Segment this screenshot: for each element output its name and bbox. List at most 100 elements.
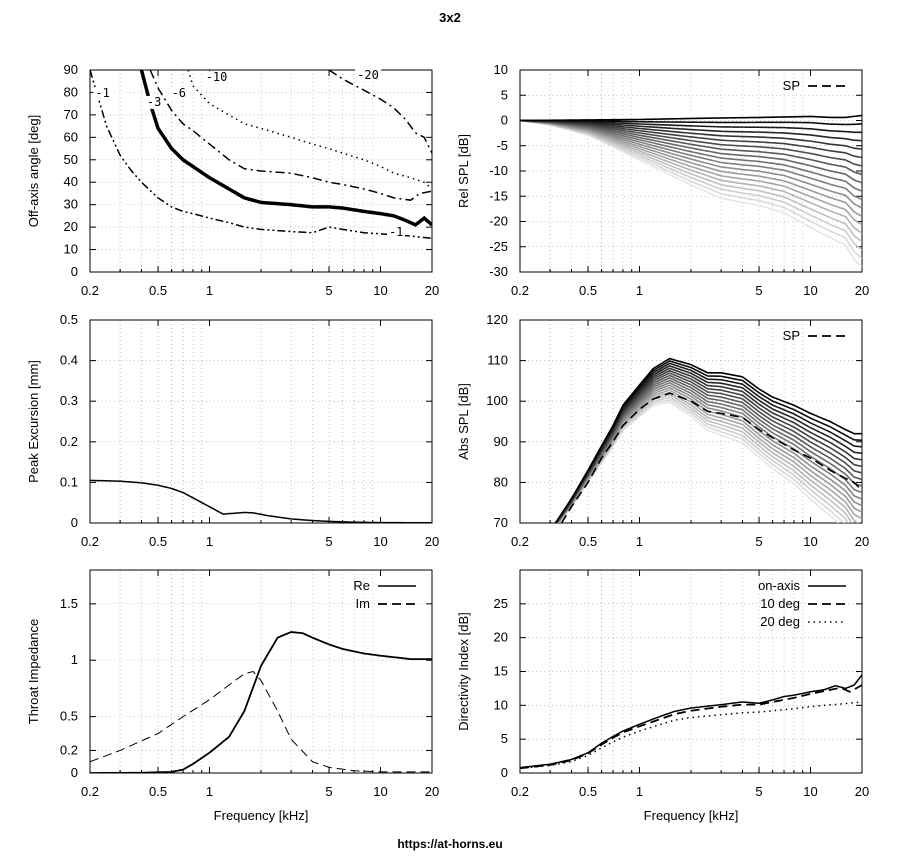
x-axis: 0.2 0.5 1 5 10 20 bbox=[81, 70, 439, 298]
legend-label: Re bbox=[353, 578, 370, 593]
off-axis-curve bbox=[520, 119, 862, 201]
legend: on-axis 10 deg 20 deg bbox=[758, 578, 846, 629]
y-tick-label: 20 bbox=[494, 630, 508, 645]
y-axis: -30 -25 -20 -15 -10 -5 0 5 10 bbox=[489, 62, 862, 279]
y-tick-label: 30 bbox=[64, 197, 78, 212]
x-tick-label: 0.5 bbox=[149, 283, 167, 298]
series-line--20 bbox=[328, 70, 432, 154]
x-tick-label: 0.5 bbox=[579, 784, 597, 799]
contour-label: -20 bbox=[357, 68, 379, 82]
y-tick-label: 0.5 bbox=[60, 312, 78, 327]
x-tick-label: 0.5 bbox=[149, 784, 167, 799]
y-axis-label: Throat Impedance bbox=[26, 619, 41, 725]
y-tick-label: 0.5 bbox=[60, 709, 78, 724]
series-line--6 bbox=[149, 70, 432, 201]
plot-area bbox=[520, 674, 862, 770]
y-tick-label: 10 bbox=[64, 242, 78, 257]
x-tick-label: 0.2 bbox=[511, 283, 529, 298]
x-tick-label: 10 bbox=[803, 283, 817, 298]
contour-label-bg bbox=[169, 86, 188, 100]
off-axis-curve bbox=[520, 119, 862, 209]
series-line--10 bbox=[187, 70, 432, 190]
grid-lines bbox=[90, 320, 432, 523]
contour-label-bg bbox=[93, 86, 112, 100]
contour-label: -6 bbox=[172, 86, 186, 100]
x-tick-label: 0.2 bbox=[81, 784, 99, 799]
y-tick-label: 120 bbox=[486, 312, 508, 327]
y-tick-label: -30 bbox=[489, 264, 508, 279]
off-axis-spl-curve bbox=[554, 360, 862, 523]
y-tick-label: 10 bbox=[494, 62, 508, 77]
x-tick-label: 20 bbox=[855, 784, 869, 799]
y-tick-label: 100 bbox=[486, 393, 508, 408]
grid-lines bbox=[90, 70, 432, 272]
y-axis-label: Off-axis angle [deg] bbox=[26, 115, 41, 228]
y-tick-label: 5 bbox=[501, 731, 508, 746]
x-tick-label: 5 bbox=[325, 283, 332, 298]
series-line-im bbox=[90, 670, 432, 773]
legend-label: 20 deg bbox=[760, 614, 800, 629]
x-axis: 0.2 0.5 1 5 10 20 bbox=[511, 320, 869, 549]
panel-offaxis-isobars: 0.2 0.5 1 5 10 20 0 10 20 30 40 50 60 70 80 90 Off-axis … bbox=[26, 62, 439, 298]
off-axis-spl-curve bbox=[554, 357, 862, 523]
x-axis-label: Frequency [kHz] bbox=[644, 808, 739, 823]
y-tick-label: 0 bbox=[501, 765, 508, 780]
x-tick-label: 20 bbox=[855, 534, 869, 549]
series-line-20-deg bbox=[520, 701, 862, 770]
y-tick-label: 5 bbox=[501, 87, 508, 102]
legend-label: SP bbox=[783, 328, 800, 343]
contour-label-bg bbox=[203, 71, 230, 85]
x-tick-label: 0.2 bbox=[511, 534, 529, 549]
y-tick-label: 20 bbox=[64, 219, 78, 234]
x-tick-label: 5 bbox=[755, 283, 762, 298]
y-tick-label: 1.5 bbox=[60, 596, 78, 611]
off-axis-curve bbox=[520, 119, 862, 192]
y-axis: 0 5 10 15 20 25 bbox=[494, 596, 862, 780]
y-tick-label: 25 bbox=[494, 596, 508, 611]
legend-label: 10 deg bbox=[760, 596, 800, 611]
legend-label: on-axis bbox=[758, 578, 800, 593]
y-tick-label: 40 bbox=[64, 174, 78, 189]
y-tick-label: 80 bbox=[64, 84, 78, 99]
x-tick-label: 5 bbox=[755, 784, 762, 799]
grid-lines bbox=[90, 570, 432, 773]
legend-label: SP bbox=[783, 78, 800, 93]
x-tick-label: 1 bbox=[206, 784, 213, 799]
off-axis-curve bbox=[520, 119, 862, 159]
plot-area bbox=[90, 70, 432, 240]
y-axis: 70 80 90 100 110 120 bbox=[486, 312, 862, 530]
y-tick-label: 0 bbox=[71, 515, 78, 530]
off-axis-curve bbox=[520, 119, 862, 243]
plot-area bbox=[90, 631, 432, 773]
y-tick-label: 0.1 bbox=[60, 474, 78, 489]
off-axis-curve bbox=[520, 119, 862, 234]
x-tick-label: 0.5 bbox=[579, 283, 597, 298]
off-axis-curve bbox=[520, 119, 862, 126]
y-tick-label: -20 bbox=[489, 214, 508, 229]
y-tick-label: 10 bbox=[494, 697, 508, 712]
y-tick-label: 80 bbox=[494, 474, 508, 489]
plot-area bbox=[520, 114, 862, 268]
contour-label-bg bbox=[144, 95, 163, 109]
series-line-10-deg bbox=[520, 684, 862, 770]
off-axis-curve bbox=[520, 119, 862, 268]
y-tick-label: -10 bbox=[489, 163, 508, 178]
y-axis: 0 0.2 0.5 1 1.5 bbox=[60, 596, 432, 780]
off-axis-curve bbox=[520, 119, 862, 176]
x-tick-label: 5 bbox=[755, 534, 762, 549]
x-tick-label: 1 bbox=[206, 534, 213, 549]
panel-absolute-spl: 0.2 0.5 1 5 10 20 70 80 90 100 110 120 Abs SPL [dB] S… bbox=[456, 312, 869, 549]
x-axis: 0.2 0.5 1 5 10 20 bbox=[81, 570, 439, 799]
legend: SP bbox=[783, 78, 846, 93]
y-tick-label: 15 bbox=[494, 664, 508, 679]
off-axis-curve bbox=[520, 119, 862, 142]
contour-label-bg bbox=[355, 68, 382, 82]
series-line-excursion bbox=[90, 479, 432, 523]
y-axis-label: Rel SPL [dB] bbox=[456, 134, 471, 208]
off-axis-curve bbox=[520, 119, 862, 251]
footer-url[interactable]: https://at-horns.eu bbox=[397, 837, 502, 851]
off-axis-curve bbox=[520, 119, 862, 150]
plot-area bbox=[90, 479, 432, 523]
